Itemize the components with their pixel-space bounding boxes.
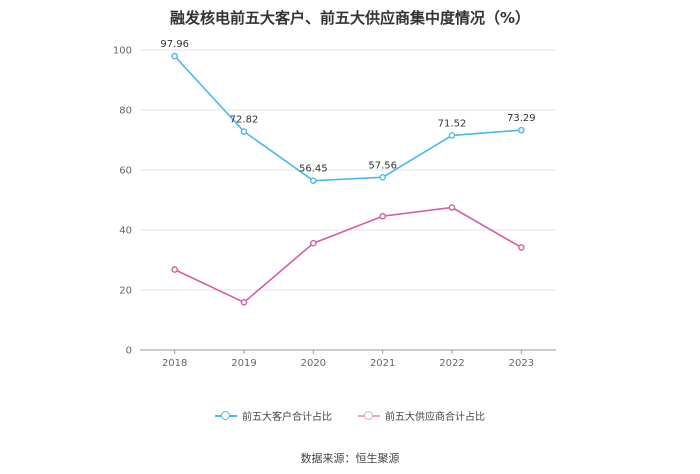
- legend-swatch-customers: [215, 410, 237, 421]
- legend-item-suppliers[interactable]: 前五大供应商合计占比: [358, 408, 485, 423]
- data-label-0-0: 97.96: [160, 39, 189, 50]
- x-tick-label-2021: 2021: [370, 358, 395, 369]
- data-point-0-1: [240, 128, 248, 135]
- chart-title: 融发核电前五大客户、前五大供应商集中度情况（%）: [169, 9, 531, 27]
- data-point-1-0: [171, 266, 178, 273]
- data-point-1-4: [448, 204, 456, 211]
- x-tick-label-2023: 2023: [509, 358, 534, 369]
- data-point-0-0: [171, 52, 178, 60]
- data-point-1-5: [518, 244, 525, 251]
- y-tick-label-80: 80: [119, 106, 132, 117]
- data-source: 数据来源：恒生聚源: [300, 452, 400, 465]
- data-label-0-5: 73.29: [507, 113, 536, 124]
- data-point-0-3: [379, 174, 386, 181]
- x-tick-label-2022: 2022: [439, 358, 464, 369]
- data-labels: 97.96 72.82 56.45 57.56 71.52 73.29: [160, 39, 535, 175]
- x-tick-label-2020: 2020: [301, 358, 326, 369]
- data-label-0-2: 56.45: [299, 164, 328, 175]
- legend: 前五大客户合计占比 前五大供应商合计占比: [0, 408, 700, 423]
- legend-label-customers: 前五大客户合计占比: [242, 412, 332, 423]
- y-tick-label-40: 40: [119, 226, 132, 237]
- data-point-0-5: [518, 126, 525, 134]
- y-tick-label-0: 0: [126, 346, 132, 357]
- data-point-1-2: [310, 239, 317, 247]
- legend-label-suppliers: 前五大供应商合计占比: [385, 412, 485, 423]
- legend-item-customers[interactable]: 前五大客户合计占比: [215, 408, 332, 423]
- y-tick-label-60: 60: [119, 166, 132, 177]
- data-label-0-4: 71.52: [438, 118, 467, 129]
- data-label-0-3: 57.56: [368, 160, 397, 171]
- series-lines: [171, 52, 525, 306]
- y-tick-label-20: 20: [119, 286, 132, 297]
- series-line-0: [174, 55, 522, 182]
- x-tick-label-2019: 2019: [231, 358, 256, 369]
- data-label-0-1: 72.82: [230, 115, 259, 126]
- data-point-0-2: [310, 177, 317, 184]
- data-point-0-4: [448, 132, 456, 139]
- x-tick-label-2018: 2018: [162, 358, 187, 369]
- legend-swatch-suppliers: [358, 410, 380, 421]
- y-tick-label-100: 100: [113, 46, 132, 57]
- x-axis: 2018 2019 2020 2021 2022 2023: [140, 349, 556, 369]
- series-line-1: [174, 206, 522, 304]
- data-point-1-1: [240, 298, 248, 306]
- y-axis-ticks: 0 20 40 60 80 100: [113, 46, 132, 357]
- data-point-1-3: [379, 212, 386, 220]
